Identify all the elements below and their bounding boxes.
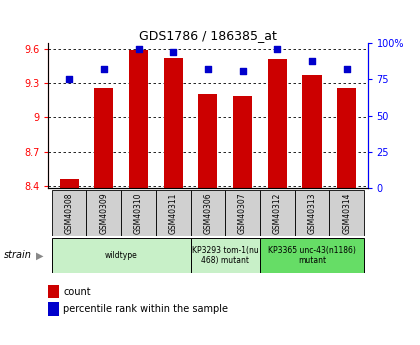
Text: strain: strain <box>4 250 32 260</box>
Point <box>205 67 211 72</box>
Bar <box>121 190 156 236</box>
Bar <box>295 190 329 236</box>
Point <box>239 68 246 73</box>
Bar <box>87 190 121 236</box>
Bar <box>329 190 364 236</box>
Title: GDS1786 / 186385_at: GDS1786 / 186385_at <box>139 29 277 42</box>
Point <box>343 67 350 72</box>
Text: GSM40307: GSM40307 <box>238 192 247 234</box>
Text: ▶: ▶ <box>36 250 43 260</box>
Point <box>100 67 107 72</box>
Point <box>66 77 73 82</box>
Bar <box>94 88 113 188</box>
Bar <box>60 179 79 188</box>
Bar <box>225 190 260 236</box>
Point <box>170 49 176 55</box>
Bar <box>129 50 148 188</box>
Text: GSM40311: GSM40311 <box>169 193 178 234</box>
Bar <box>52 190 87 236</box>
Bar <box>268 59 287 188</box>
Text: GSM40309: GSM40309 <box>99 192 108 234</box>
Text: percentile rank within the sample: percentile rank within the sample <box>63 304 228 314</box>
Bar <box>191 190 225 236</box>
Text: GSM40312: GSM40312 <box>273 193 282 234</box>
Bar <box>260 190 295 236</box>
Bar <box>198 95 218 188</box>
Bar <box>191 238 260 273</box>
Bar <box>337 88 356 188</box>
Text: wildtype: wildtype <box>105 251 137 260</box>
Text: count: count <box>63 287 91 296</box>
Text: KP3365 unc-43(n1186)
mutant: KP3365 unc-43(n1186) mutant <box>268 246 356 265</box>
Point <box>309 58 315 63</box>
Bar <box>156 190 191 236</box>
Bar <box>52 238 191 273</box>
Text: GSM40314: GSM40314 <box>342 192 351 234</box>
Bar <box>233 96 252 188</box>
Text: KP3293 tom-1(nu
468) mutant: KP3293 tom-1(nu 468) mutant <box>192 246 259 265</box>
Text: GSM40313: GSM40313 <box>307 192 317 234</box>
Text: GSM40308: GSM40308 <box>65 192 73 234</box>
Bar <box>260 238 364 273</box>
Bar <box>164 58 183 188</box>
Point <box>274 46 281 52</box>
Text: GSM40306: GSM40306 <box>203 192 213 234</box>
Point <box>135 46 142 52</box>
Text: GSM40310: GSM40310 <box>134 192 143 234</box>
Bar <box>302 75 322 188</box>
